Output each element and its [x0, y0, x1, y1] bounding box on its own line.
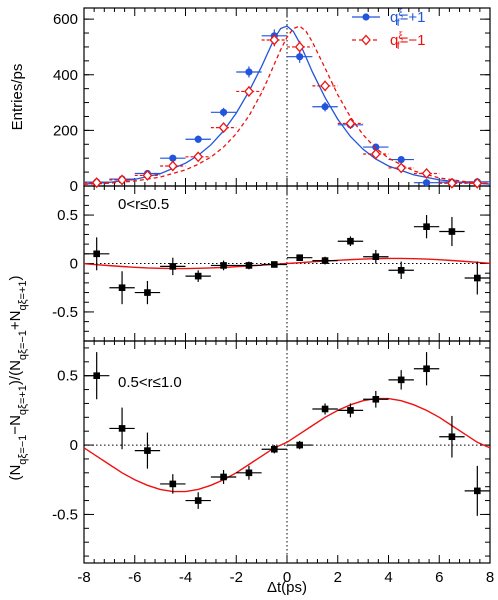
legend-label-minus: qξ f=−1 — [390, 31, 425, 52]
top-y-axis-title: Entries/ps — [9, 64, 26, 131]
data-point — [169, 480, 177, 488]
data-point-plus — [194, 135, 202, 143]
data-point — [271, 261, 278, 268]
bottom-panel: -0.5 0 0.5 -8 -6 -4 -2 0 2 4 6 8 — [52, 341, 494, 586]
fit-curve-plus — [83, 25, 491, 185]
fit-curve — [83, 257, 491, 270]
y-tick-label: -0.5 — [52, 304, 78, 321]
data-point — [245, 469, 253, 477]
data-point — [448, 433, 456, 441]
x-tick-label: -2 — [230, 569, 243, 586]
data-point-plus — [321, 103, 329, 111]
data-point — [321, 405, 329, 413]
data-point — [220, 473, 227, 481]
fit-curve — [83, 397, 491, 493]
data-point — [194, 272, 202, 280]
data-point — [93, 250, 100, 258]
x-tick-label: 4 — [384, 569, 392, 586]
data-point — [347, 407, 354, 414]
y-tick-label: 0 — [70, 256, 78, 273]
x-tick-label: -4 — [179, 569, 192, 586]
data-point — [296, 254, 303, 261]
data-point — [169, 263, 177, 270]
fit-curve-minus — [83, 25, 491, 185]
bottom-panel-label: 0.5<r≤1.0 — [118, 374, 182, 391]
data-point — [448, 228, 456, 235]
data-point — [474, 487, 481, 495]
data-point-minus — [142, 169, 153, 181]
data-point-minus — [167, 160, 178, 172]
data-point-minus — [193, 151, 204, 163]
ratio-y-axis-title: (Nqξ=−1−Nqξ=+1)/(Nqξ=−1+Nqξ=+1) — [7, 275, 29, 480]
x-tick-label: 2 — [334, 569, 342, 586]
legend-entry-plus: qξ f=+1 — [352, 8, 425, 29]
y-tick-label: 0 — [70, 178, 78, 195]
data-point-plus — [296, 53, 304, 61]
data-point-minus — [447, 177, 457, 189]
data-point-plus — [245, 68, 253, 76]
y-tick-label: 0 — [70, 437, 78, 454]
data-point-plus — [397, 155, 405, 164]
data-point-minus — [91, 177, 102, 189]
data-point-plus — [422, 179, 431, 187]
x-tick-label: 6 — [435, 569, 443, 586]
y-tick-label: -0.5 — [52, 506, 78, 523]
data-point — [118, 284, 126, 292]
legend: qξ f=+1 qξ f=−1 — [352, 8, 425, 52]
data-point — [397, 266, 405, 274]
middle-panel-label: 0<r≤0.5 — [118, 196, 169, 213]
y-tick-label: 0.5 — [57, 207, 78, 224]
data-point — [220, 262, 227, 269]
data-point — [296, 441, 303, 449]
data-point-minus — [269, 34, 280, 46]
data-point — [423, 223, 430, 230]
data-point — [474, 274, 481, 282]
y-tick-label: 400 — [53, 67, 78, 84]
data-point-plus — [169, 154, 177, 162]
y-tick-label: 0.5 — [57, 368, 78, 385]
data-point-minus — [421, 168, 432, 179]
middle-panel: -0.5 0 0.5 — [52, 185, 491, 342]
x-tick-label: 8 — [486, 569, 494, 586]
legend-marker-minus — [361, 34, 371, 46]
data-point-minus — [244, 85, 254, 97]
x-tick-label: -6 — [128, 569, 141, 586]
data-point-minus — [294, 41, 305, 53]
data-point — [372, 253, 380, 261]
data-point-minus — [396, 162, 407, 174]
data-point-plus — [219, 108, 228, 116]
data-point-minus — [472, 177, 483, 189]
top-panel: 0 200 400 600 — [53, 8, 491, 195]
data-point — [423, 365, 430, 373]
x-axis-title: Δt(ps) — [267, 579, 307, 596]
data-point-minus — [320, 80, 330, 92]
data-point — [144, 447, 151, 454]
y-tick-label: 600 — [53, 11, 78, 28]
data-point — [144, 289, 151, 296]
data-point-minus — [370, 148, 381, 160]
data-point-minus — [117, 174, 127, 186]
data-point-plus — [372, 143, 380, 151]
data-point — [347, 237, 354, 245]
y-tick-label: 200 — [53, 122, 78, 139]
legend-entry-minus: qξ f=−1 — [352, 31, 425, 52]
legend-label-plus: qξ f=+1 — [390, 8, 425, 29]
x-tick-label: 0 — [283, 569, 291, 586]
data-point — [271, 445, 278, 453]
x-tick-label: -8 — [77, 569, 90, 586]
data-point — [194, 497, 202, 504]
data-point — [93, 372, 100, 379]
data-point — [372, 395, 380, 403]
data-point — [321, 257, 329, 264]
legend-marker-plus — [362, 13, 370, 21]
data-point — [245, 262, 253, 269]
data-point-minus — [218, 122, 229, 134]
data-point-minus — [345, 117, 356, 129]
data-point — [397, 376, 405, 384]
data-point — [118, 425, 126, 432]
